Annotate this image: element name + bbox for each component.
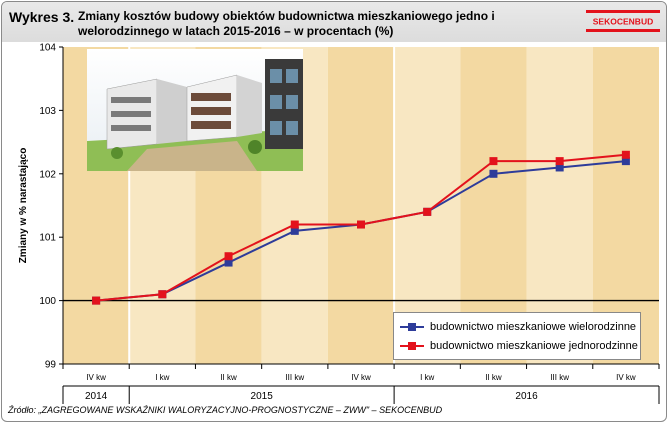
year-label: 2015 bbox=[251, 391, 274, 402]
year-label: 2014 bbox=[85, 391, 108, 402]
series-1-point bbox=[621, 157, 630, 166]
series-2-point bbox=[555, 157, 564, 166]
x-tick-label: I kw bbox=[155, 373, 169, 382]
series-1-point bbox=[290, 226, 299, 235]
category-band bbox=[592, 47, 659, 364]
y-tick-label: 104 bbox=[39, 43, 56, 54]
series-1-point bbox=[489, 169, 498, 178]
category-band bbox=[394, 47, 461, 364]
series-2-point bbox=[489, 157, 498, 166]
x-tick-label: IV kw bbox=[616, 373, 636, 382]
chart-title: Zmiany kosztów budowy obiektów budownict… bbox=[78, 9, 495, 38]
x-tick-label: II kw bbox=[485, 373, 502, 382]
series-2-point bbox=[621, 150, 630, 159]
x-tick-label: II kw bbox=[220, 373, 237, 382]
y-tick-label: 99 bbox=[45, 360, 57, 371]
x-tick-label: III kw bbox=[550, 373, 569, 382]
year-label: 2016 bbox=[515, 391, 538, 402]
svg-text:SEKOCENBUD: SEKOCENBUD bbox=[593, 17, 653, 27]
category-band bbox=[327, 47, 395, 364]
sekocenbud-logo: SEKOCENBUD bbox=[586, 10, 660, 32]
x-tick-label: I kw bbox=[420, 373, 434, 382]
source-note: Źródło: „ZAGREGOWANE WSKAŹNIKI WALORYZAC… bbox=[8, 405, 443, 415]
category-band bbox=[526, 47, 593, 364]
series-2-point bbox=[92, 296, 101, 305]
x-tick-label: III kw bbox=[285, 373, 304, 382]
y-tick-label: 101 bbox=[39, 233, 56, 244]
building-photo bbox=[87, 49, 303, 171]
legend-swatch-single bbox=[400, 340, 424, 352]
series-2-point bbox=[357, 220, 365, 229]
y-tick-label: 103 bbox=[39, 106, 56, 117]
x-tick-label: IV kw bbox=[86, 373, 106, 382]
figure-label: Wykres 3. bbox=[9, 9, 75, 25]
series-2-point bbox=[290, 220, 299, 229]
series-1-point bbox=[555, 163, 564, 172]
y-tick-label: 100 bbox=[39, 296, 56, 307]
legend-swatch-multi bbox=[400, 321, 424, 333]
y-axis-title: Zmiany w % narastająco bbox=[18, 148, 29, 264]
y-tick-label: 102 bbox=[39, 169, 56, 180]
legend-item-multi: budownictwo mieszkaniowe wielorodzinne bbox=[400, 319, 636, 335]
chart-header: Wykres 3. Zmiany kosztów budowy obiektów… bbox=[2, 2, 666, 42]
legend-label-multi: budownictwo mieszkaniowe wielorodzinne bbox=[430, 321, 637, 333]
legend-label-single: budownictwo mieszkaniowe jednorodzinne bbox=[430, 340, 638, 352]
series-1-point bbox=[224, 258, 233, 267]
x-tick-label: IV kw bbox=[351, 373, 371, 382]
category-band bbox=[460, 47, 527, 364]
series-2-point bbox=[158, 290, 167, 299]
series-2-point bbox=[224, 252, 233, 261]
series-2-point bbox=[423, 207, 432, 216]
legend-item-single: budownictwo mieszkaniowe jednorodzinne bbox=[400, 338, 638, 354]
chart-legend: budownictwo mieszkaniowe wielorodzinne b… bbox=[393, 312, 641, 360]
